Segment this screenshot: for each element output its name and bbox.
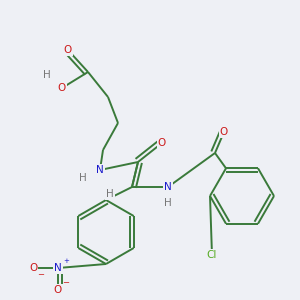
- Text: O: O: [54, 285, 62, 295]
- Text: N: N: [164, 182, 172, 192]
- Text: Cl: Cl: [207, 250, 217, 260]
- Text: H: H: [43, 70, 51, 80]
- Text: N: N: [54, 263, 62, 273]
- Text: O: O: [58, 83, 66, 93]
- Text: H: H: [79, 173, 87, 183]
- Text: −: −: [62, 278, 70, 287]
- Text: +: +: [63, 258, 69, 264]
- Text: N: N: [96, 165, 104, 175]
- Text: O: O: [64, 45, 72, 55]
- Text: −: −: [38, 271, 44, 280]
- Text: H: H: [106, 189, 114, 199]
- Text: O: O: [220, 127, 228, 137]
- Text: O: O: [29, 263, 37, 273]
- Text: H: H: [164, 198, 172, 208]
- Text: O: O: [158, 138, 166, 148]
